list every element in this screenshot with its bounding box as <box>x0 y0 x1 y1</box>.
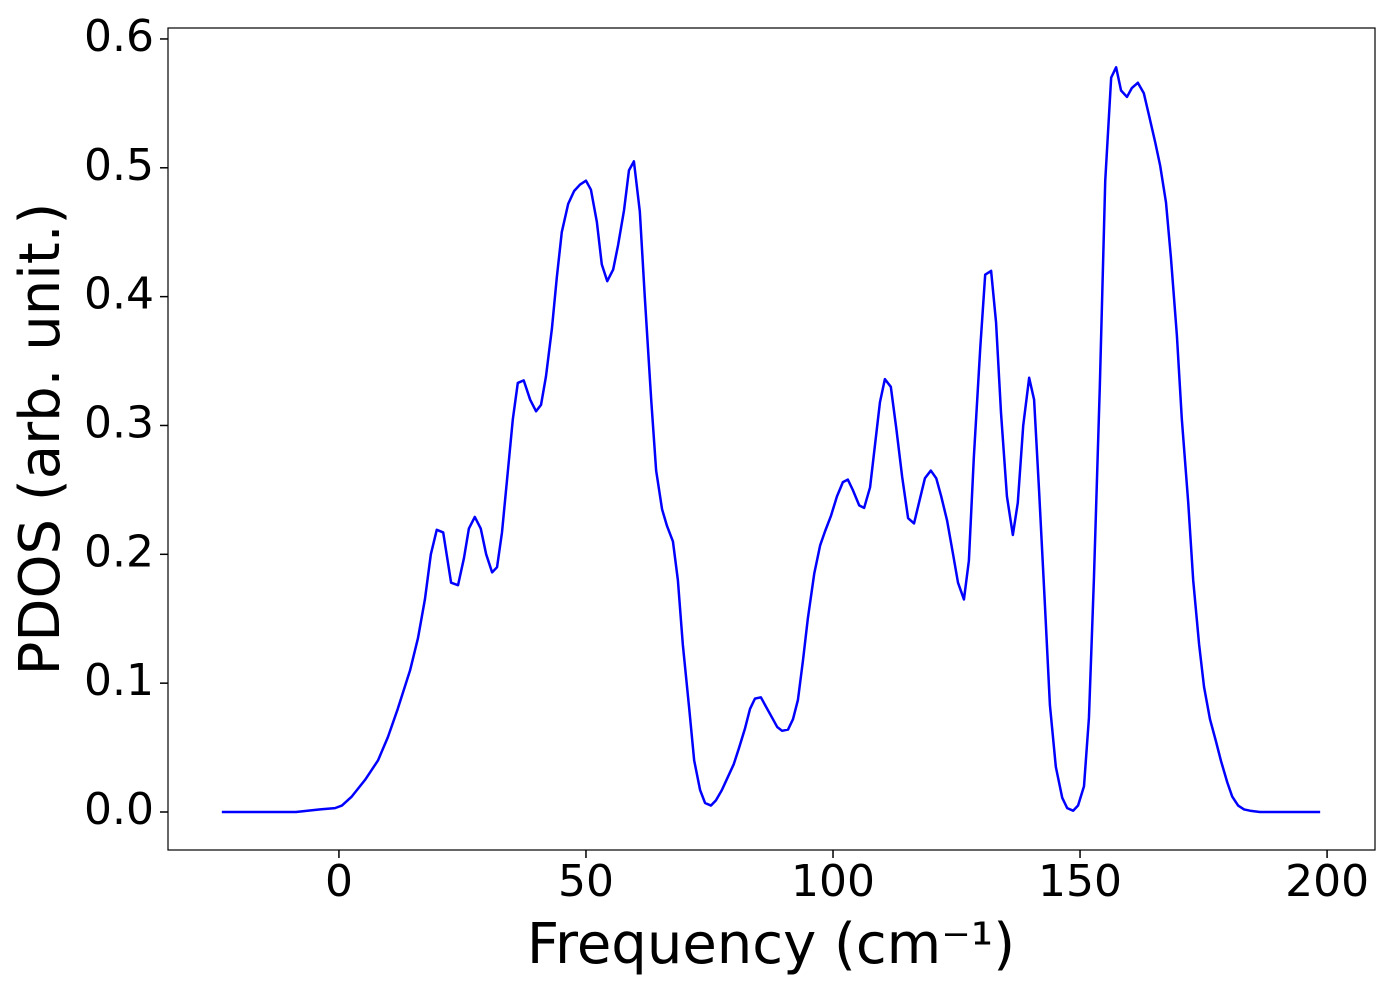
x-tick-label: 100 <box>791 856 875 907</box>
x-tick-label: 150 <box>1038 856 1122 907</box>
line-series <box>221 66 1321 814</box>
x-tick-label: 50 <box>558 856 614 907</box>
y-tick-label: 0.3 <box>84 397 154 448</box>
y-tick-label: 0.2 <box>84 526 154 577</box>
y-tick-label: 0.1 <box>84 655 154 706</box>
y-tick-label: 0.5 <box>84 140 154 191</box>
y-axis-label: PDOS (arb. unit.) <box>8 203 73 676</box>
plot-frame <box>167 27 1376 851</box>
x-axis-label: Frequency (cm⁻¹) <box>527 912 1015 977</box>
y-tick-label: 0.6 <box>84 11 154 62</box>
y-tick-label: 0.0 <box>84 784 154 835</box>
y-tick-label: 0.4 <box>84 269 154 320</box>
x-tick-label: 0 <box>325 856 353 907</box>
x-tick-label: 200 <box>1285 856 1369 907</box>
